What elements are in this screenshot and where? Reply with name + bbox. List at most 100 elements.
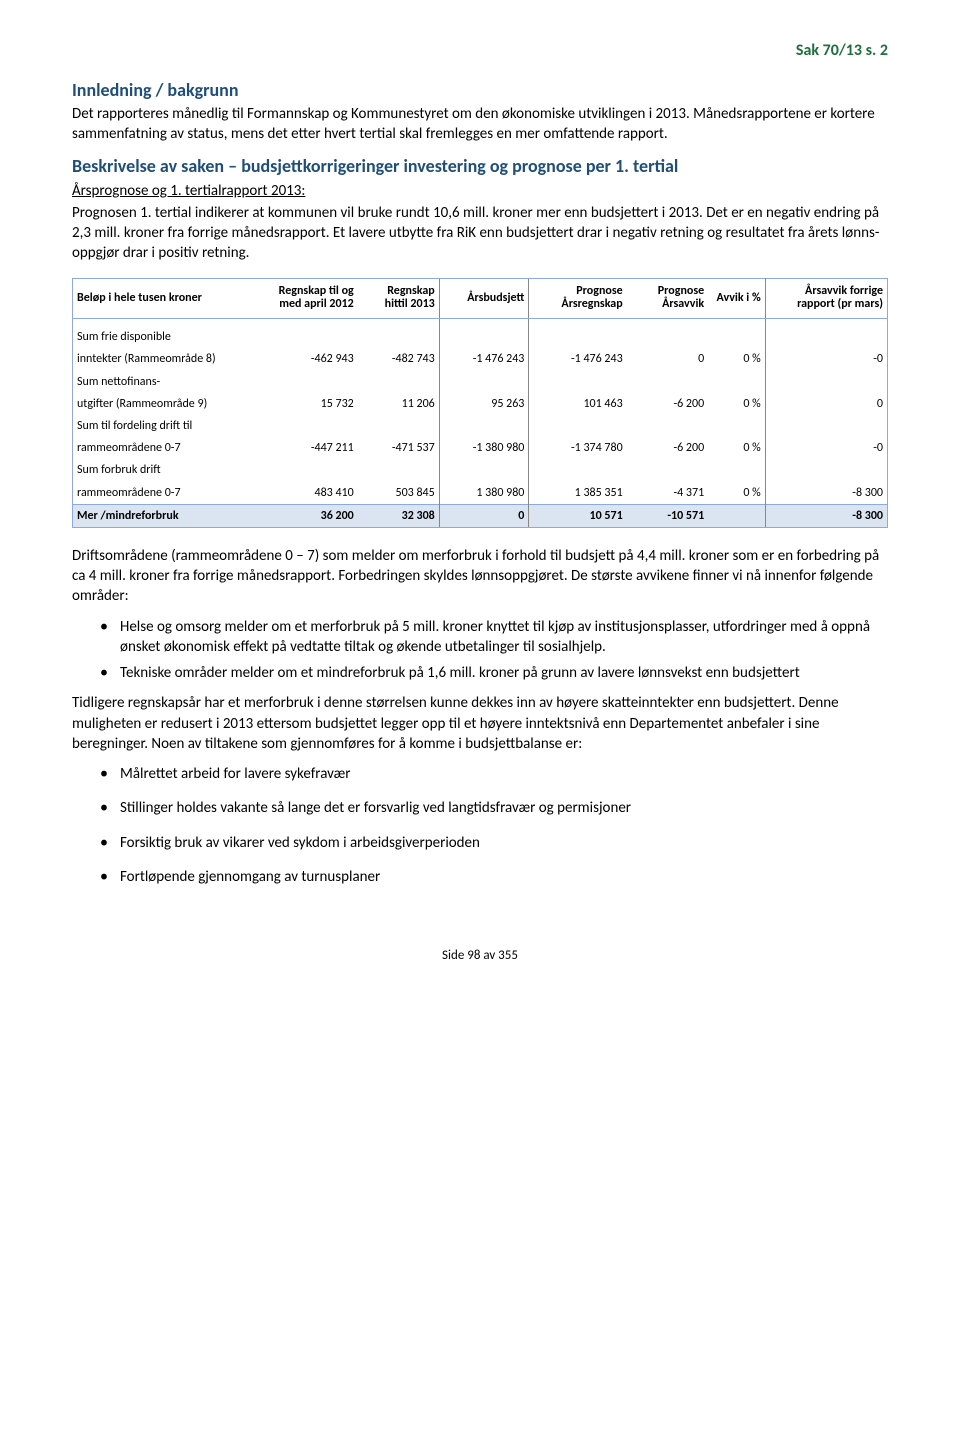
col-6: Avvik i % xyxy=(708,278,765,319)
table-cell: 36 200 xyxy=(268,504,358,527)
para-after-table: Driftsområdene (rammeområdene 0 – 7) som… xyxy=(72,546,888,607)
table-cell: 95 263 xyxy=(439,393,529,415)
table-cell xyxy=(627,415,709,437)
list-item: Fortløpende gjennomgang av turnusplaner xyxy=(100,867,888,887)
table-cell: 10 571 xyxy=(529,504,627,527)
table-cell: 0 xyxy=(627,348,709,370)
table-row: Sum forbruk drift xyxy=(73,459,888,481)
list-item: Tekniske områder melder om et mindreforb… xyxy=(100,663,888,683)
table-cell xyxy=(765,459,887,481)
table-header-row: Beløp i hele tusen kroner Regnskap til o… xyxy=(73,278,888,319)
table-cell xyxy=(439,415,529,437)
table-cell xyxy=(358,415,440,437)
table-cell: 503 845 xyxy=(358,482,440,505)
table-cell xyxy=(358,319,440,349)
table-cell: 483 410 xyxy=(268,482,358,505)
section-intro-title: Innledning / bakgrunn xyxy=(72,78,888,102)
table-cell xyxy=(708,319,765,349)
table-cell: 0 % xyxy=(708,437,765,459)
table-row: utgifter (Rammeområde 9)15 73211 20695 2… xyxy=(73,393,888,415)
table-cell: Sum forbruk drift xyxy=(73,459,269,481)
table-cell: 15 732 xyxy=(268,393,358,415)
table-cell xyxy=(439,319,529,349)
para-mid: Tidligere regnskapsår har et merforbruk … xyxy=(72,693,888,754)
table-cell xyxy=(529,459,627,481)
table-cell xyxy=(439,459,529,481)
case-number: Sak 70/13 s. 2 xyxy=(72,40,888,62)
finance-table: Beløp i hele tusen kroner Regnskap til o… xyxy=(72,278,888,528)
col-2: Regnskap hittil 2013 xyxy=(358,278,440,319)
table-cell xyxy=(268,459,358,481)
table-cell: 32 308 xyxy=(358,504,440,527)
table-cell: Mer /mindreforbruk xyxy=(73,504,269,527)
table-cell: -471 537 xyxy=(358,437,440,459)
table-cell xyxy=(708,504,765,527)
table-cell xyxy=(765,371,887,393)
list-item: Forsiktig bruk av vikarer ved sykdom i a… xyxy=(100,833,888,853)
table-cell: 1 380 980 xyxy=(439,482,529,505)
table-cell xyxy=(627,459,709,481)
col-7: Årsavvik forrige rapport (pr mars) xyxy=(765,278,887,319)
col-0: Beløp i hele tusen kroner xyxy=(73,278,269,319)
table-cell: 0 % xyxy=(708,393,765,415)
table-cell xyxy=(765,319,887,349)
table-row: Sum frie disponible xyxy=(73,319,888,349)
table-cell: 11 206 xyxy=(358,393,440,415)
table-total-row: Mer /mindreforbruk36 20032 308010 571-10… xyxy=(73,504,888,527)
table-row: inntekter (Rammeområde 8)-462 943-482 74… xyxy=(73,348,888,370)
table-cell xyxy=(358,371,440,393)
table-cell: rammeområdene 0-7 xyxy=(73,437,269,459)
bullet-list-2: Målrettet arbeid for lavere sykefravær S… xyxy=(72,764,888,887)
table-cell: -10 571 xyxy=(627,504,709,527)
table-cell: -8 300 xyxy=(765,482,887,505)
table-row: rammeområdene 0-7-447 211-471 537-1 380 … xyxy=(73,437,888,459)
col-5: Prognose Årsavvik xyxy=(627,278,709,319)
table-cell xyxy=(708,459,765,481)
table-cell: -1 374 780 xyxy=(529,437,627,459)
page-footer: Side 98 av 355 xyxy=(72,947,888,965)
table-row: Sum til fordeling drift til xyxy=(73,415,888,437)
table-cell xyxy=(708,415,765,437)
bullet-list-1: Helse og omsorg melder om et merforbruk … xyxy=(72,617,888,684)
list-item: Helse og omsorg melder om et merforbruk … xyxy=(100,617,888,658)
table-cell xyxy=(529,371,627,393)
table-cell xyxy=(708,371,765,393)
table-cell: -6 200 xyxy=(627,393,709,415)
table-cell: 0 xyxy=(765,393,887,415)
table-cell: Sum til fordeling drift til xyxy=(73,415,269,437)
table-cell: utgifter (Rammeområde 9) xyxy=(73,393,269,415)
table-cell xyxy=(529,319,627,349)
table-cell: -4 371 xyxy=(627,482,709,505)
table-cell: 0 % xyxy=(708,482,765,505)
table-cell xyxy=(268,415,358,437)
table-cell: -0 xyxy=(765,348,887,370)
table-cell: -8 300 xyxy=(765,504,887,527)
section-intro-body: Det rapporteres månedlig til Formannskap… xyxy=(72,104,888,145)
section-desc-body: Prognosen 1. tertial indikerer at kommun… xyxy=(72,203,888,264)
table-cell: -1 476 243 xyxy=(439,348,529,370)
table-cell: rammeområdene 0-7 xyxy=(73,482,269,505)
table-cell xyxy=(268,319,358,349)
table-cell: 1 385 351 xyxy=(529,482,627,505)
section-desc-sub: Årsprognose og 1. tertialrapport 2013: xyxy=(72,181,888,201)
table-row: rammeområdene 0-7483 410503 8451 380 980… xyxy=(73,482,888,505)
section-desc-title: Beskrivelse av saken – budsjettkorrigeri… xyxy=(72,154,888,178)
table-cell: inntekter (Rammeområde 8) xyxy=(73,348,269,370)
table-cell xyxy=(765,415,887,437)
table-cell: -0 xyxy=(765,437,887,459)
table-cell: 101 463 xyxy=(529,393,627,415)
table-cell: -1 380 980 xyxy=(439,437,529,459)
col-4: Prognose Årsregnskap xyxy=(529,278,627,319)
table-cell: -1 476 243 xyxy=(529,348,627,370)
table-cell xyxy=(627,371,709,393)
table-cell xyxy=(358,459,440,481)
table-cell: 0 % xyxy=(708,348,765,370)
table-cell xyxy=(268,371,358,393)
table-cell: -482 743 xyxy=(358,348,440,370)
col-3: Årsbudsjett xyxy=(439,278,529,319)
table-cell: Sum nettofinans- xyxy=(73,371,269,393)
table-row: Sum nettofinans- xyxy=(73,371,888,393)
table-cell xyxy=(529,415,627,437)
list-item: Stillinger holdes vakante så lange det e… xyxy=(100,798,888,818)
table-cell xyxy=(627,319,709,349)
